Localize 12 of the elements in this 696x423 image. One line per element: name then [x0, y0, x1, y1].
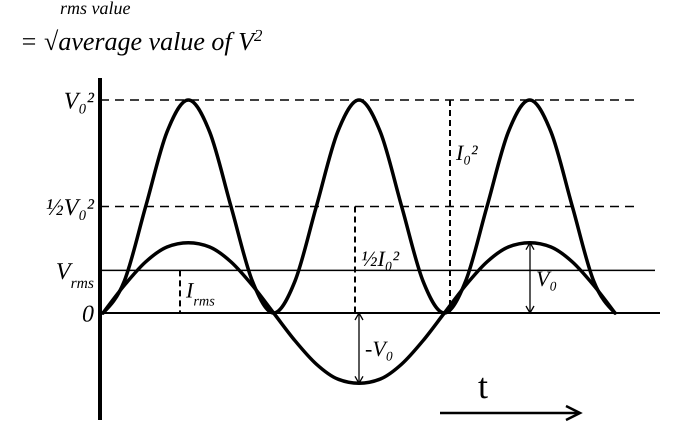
annotation: ½I₀²: [361, 246, 400, 271]
text: 0: [82, 301, 94, 328]
annotation: I$_{rms}$: [185, 278, 216, 310]
chart-subtitle: = √average value of V$^{2}$: [20, 26, 263, 56]
x-axis-title: t: [478, 366, 488, 406]
ref-line-label: V$_{rms}$: [56, 258, 94, 292]
annotation: I₀²: [455, 140, 478, 165]
ref-line-label: ½V₀²: [46, 194, 95, 221]
chart-title: rms value: [60, 0, 130, 18]
annotation: V₀: [536, 266, 558, 291]
ref-line-label: V₀²: [64, 88, 95, 114]
annotation: -V₀: [365, 336, 394, 362]
